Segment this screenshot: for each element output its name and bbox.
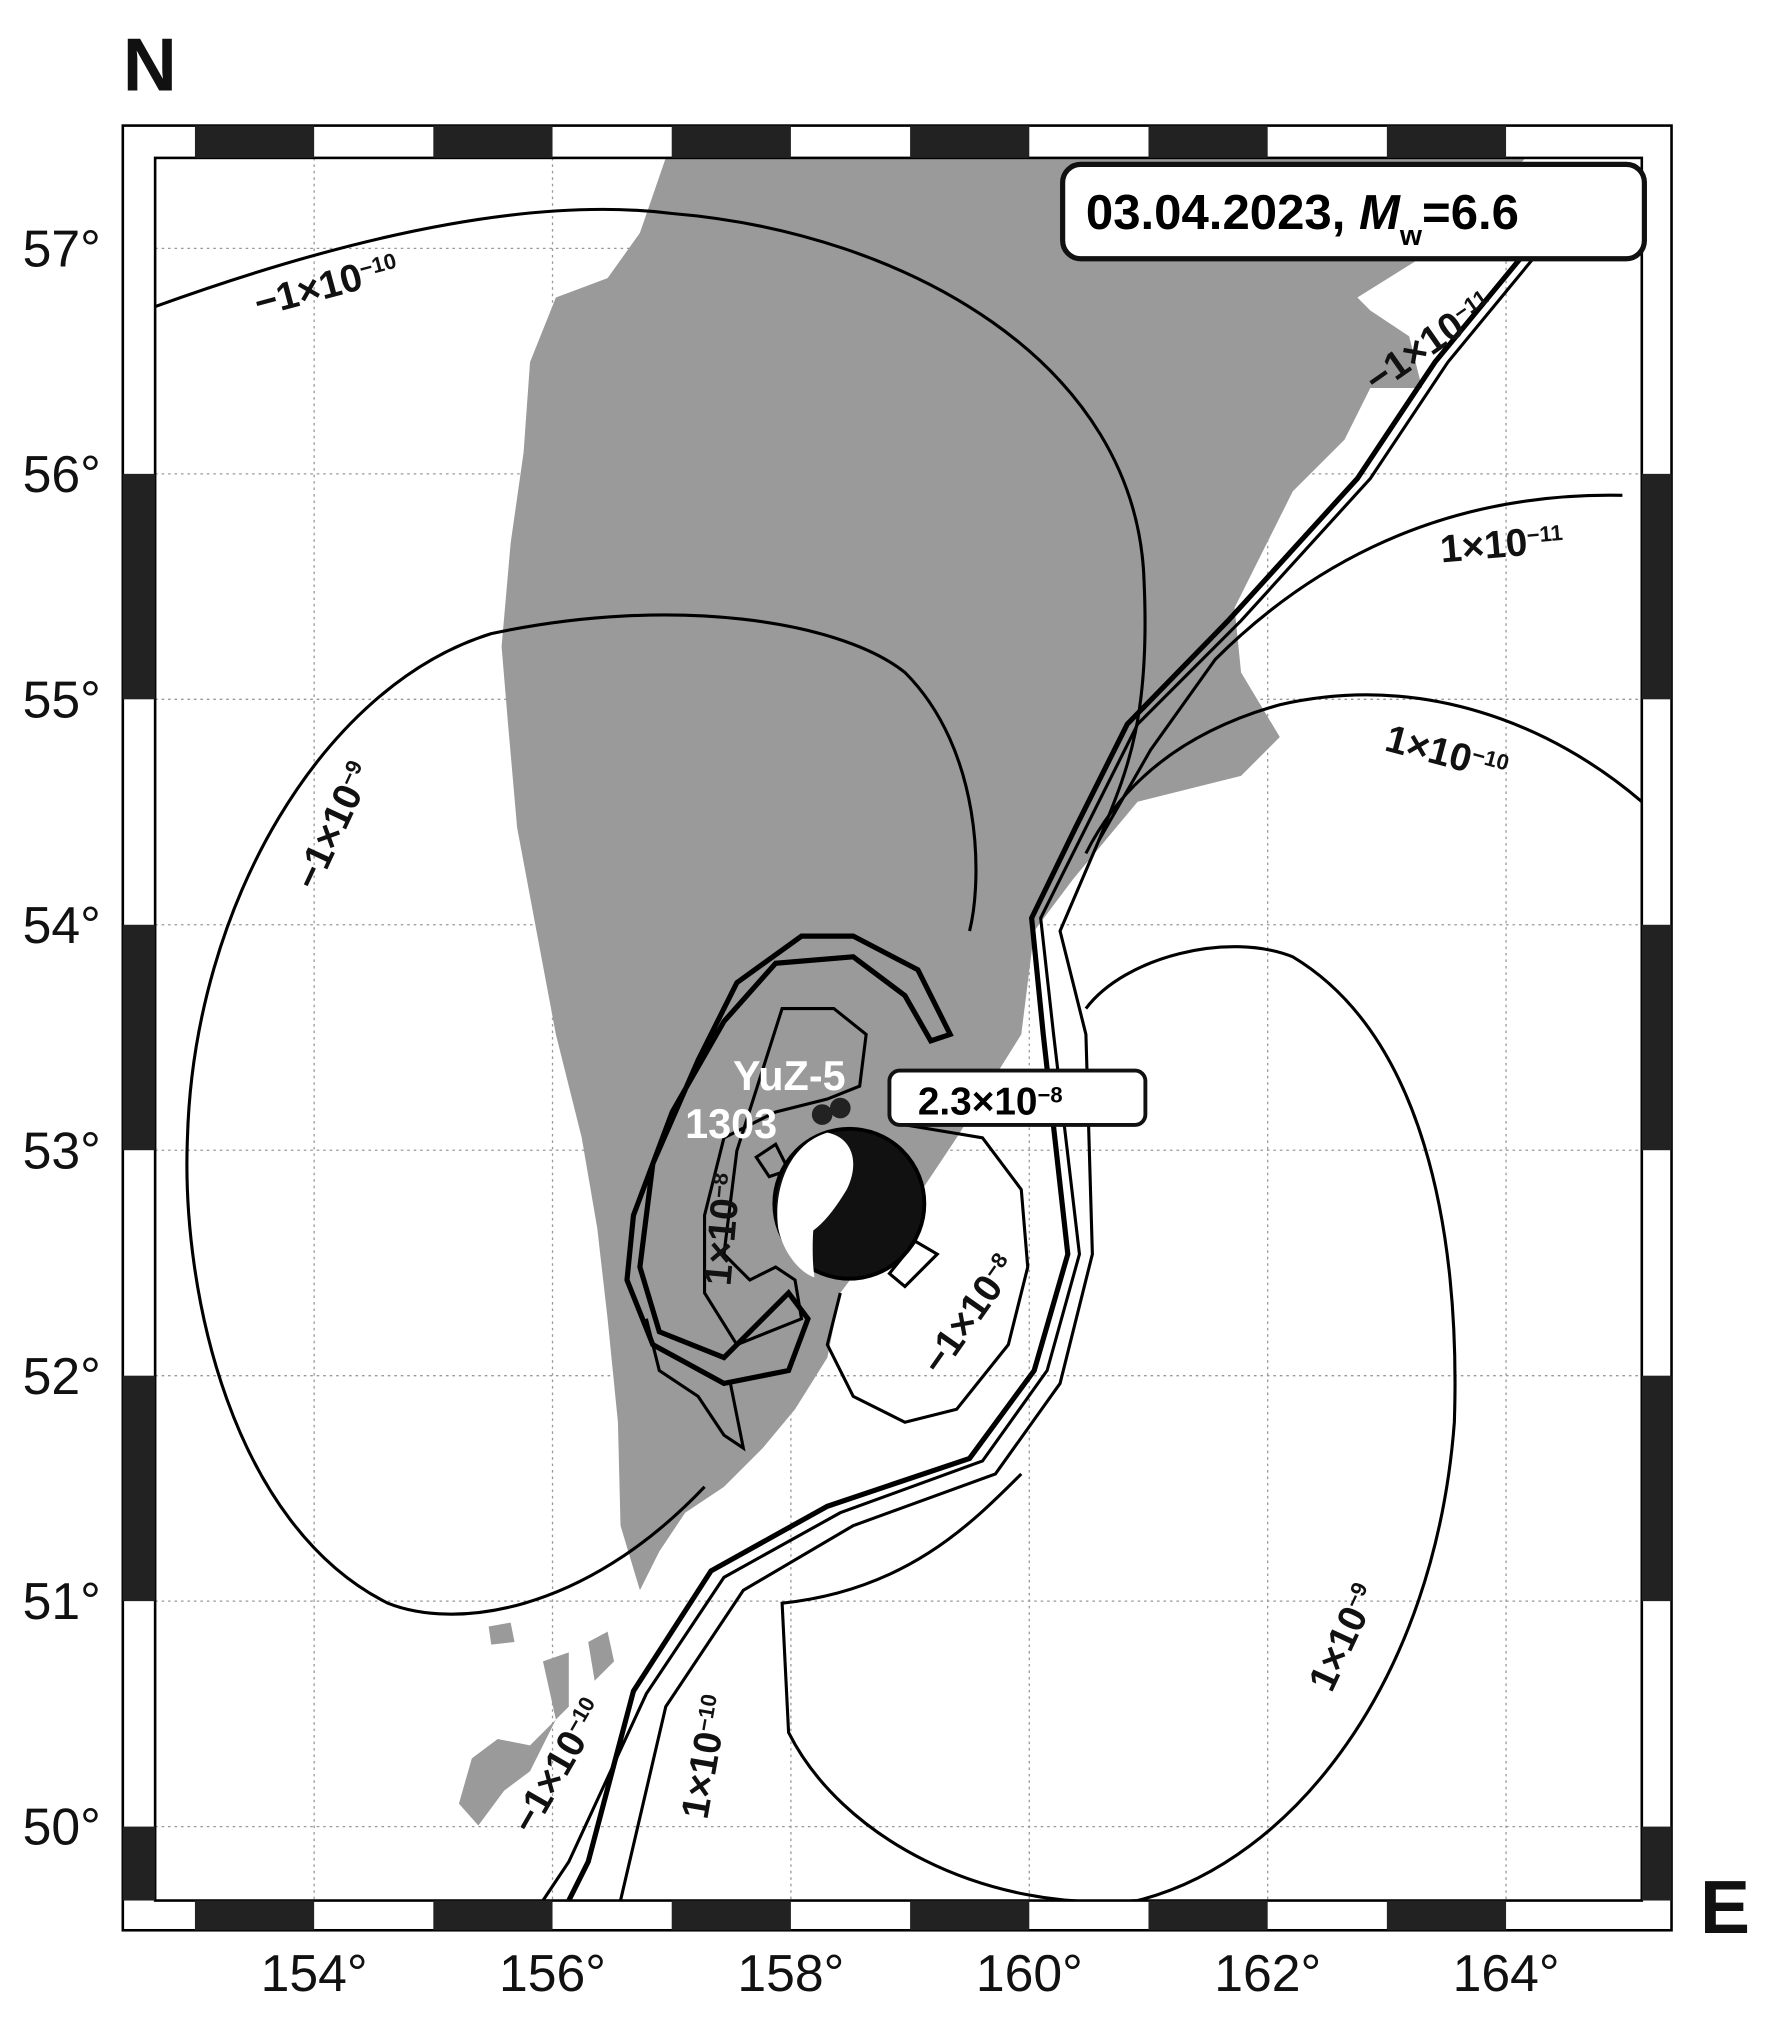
- contour-label: −1×10−9: [286, 755, 382, 896]
- frame-segment: [1148, 1900, 1268, 1931]
- station-value: 2.3×10−8: [918, 1081, 1063, 1124]
- contour-exponent: −10: [356, 247, 398, 281]
- contour-label: −1×10−10: [250, 246, 403, 326]
- latitude-label: 52°: [23, 1347, 101, 1405]
- event-title: 03.04.2023, Mw=6.6: [1086, 186, 1519, 252]
- map-body: [155, 157, 1642, 1901]
- contour: [644, 1318, 746, 1452]
- longitude-label: 158°: [737, 1944, 844, 2002]
- station-marker: [811, 1104, 833, 1125]
- latitude-label: 57°: [23, 219, 101, 277]
- contour: [566, 250, 1528, 1901]
- island: [458, 1622, 615, 1826]
- longitude-label: 154°: [261, 1944, 368, 2002]
- contour-label: 1×10−8: [697, 1172, 750, 1288]
- contour-label: 1×10−9: [1301, 1577, 1387, 1697]
- longitude-label: 156°: [499, 1944, 606, 2002]
- value-exponent: −8: [1038, 1082, 1063, 1107]
- value-mantissa: 2.3×10: [918, 1081, 1038, 1124]
- contour-mantissa: 1×10: [1381, 717, 1476, 781]
- land: [501, 157, 1526, 1591]
- east-label: E: [1700, 1865, 1750, 1949]
- contour-mantissa: 1×10: [674, 1728, 732, 1821]
- frame-segment: [194, 1900, 315, 1931]
- magnitude-subscript: w: [1399, 220, 1423, 252]
- contour-mantissa: 1×10: [697, 1197, 747, 1288]
- frame-segment: [1386, 1900, 1507, 1931]
- frame-segment: [1148, 125, 1268, 158]
- frame-segment: [122, 924, 156, 1151]
- frame-checker: [122, 125, 1672, 1931]
- longitude-label: 160°: [976, 1944, 1083, 2002]
- frame-segment: [122, 473, 156, 700]
- frame-segment: [122, 1375, 156, 1602]
- frame-segment: [1641, 1826, 1672, 1901]
- frame-segment: [910, 1900, 1030, 1931]
- contour: [541, 251, 1540, 1901]
- station-label: YuZ-5: [733, 1053, 846, 1099]
- frame-segment: [671, 125, 791, 158]
- focal-mechanism: [772, 1126, 927, 1281]
- contour-label: 1×10−10: [1381, 717, 1512, 791]
- contour: [825, 1123, 1030, 1424]
- frame-segment: [1386, 125, 1507, 158]
- north-label: N: [123, 23, 177, 107]
- magnitude-value: =6.6: [1422, 186, 1519, 240]
- contour: [155, 207, 1147, 842]
- event-box: [1060, 161, 1647, 262]
- latitude-label: 51°: [23, 1572, 101, 1630]
- latitude-label: 54°: [23, 896, 101, 954]
- frame-segment: [1641, 473, 1672, 700]
- contour-label: 1×10−10: [674, 1692, 738, 1822]
- frame-segment: [433, 1900, 553, 1931]
- station-marker: [829, 1097, 851, 1119]
- contour: [185, 613, 978, 1616]
- contour-label: −1×10−8: [913, 1247, 1026, 1382]
- longitude-label: 164°: [1453, 1944, 1560, 2002]
- contour-mantissa: −1×10: [913, 1267, 1011, 1382]
- frame-segment: [433, 125, 553, 158]
- contour-exponent: −8: [706, 1172, 733, 1199]
- contour-mantissa: −1×10: [286, 778, 371, 896]
- frame-segment: [910, 125, 1030, 158]
- event-date: 03.04.2023,: [1086, 186, 1345, 240]
- contour-label: 1×10−11: [1438, 518, 1565, 572]
- contour-mantissa: 1×10: [1438, 521, 1529, 571]
- contour-mantissa: 1×10: [1301, 1600, 1377, 1697]
- station-label: 1303: [685, 1101, 777, 1147]
- contour-exponent: −11: [1526, 519, 1564, 547]
- frame-segment: [1641, 1375, 1672, 1602]
- contour-exponent: −10: [690, 1692, 721, 1733]
- latitude-label: 50°: [23, 1798, 101, 1856]
- latitude-label: 53°: [23, 1121, 101, 1179]
- station-value-box: [887, 1068, 1148, 1127]
- contour: [1084, 693, 1642, 855]
- frame-segment: [194, 125, 315, 158]
- longitude-label: 162°: [1214, 1944, 1321, 2002]
- latitude-label: 55°: [23, 670, 101, 728]
- frame-segment: [122, 1826, 156, 1901]
- contour: [702, 1006, 868, 1347]
- frame-segment: [671, 1900, 791, 1931]
- latitude-label: 56°: [23, 445, 101, 503]
- contour: [624, 933, 954, 1387]
- contour: [619, 493, 1623, 1901]
- contour: [780, 945, 1457, 1901]
- contour-mantissa: −1×10: [503, 1724, 595, 1841]
- frame-segment: [1641, 924, 1672, 1151]
- contour-mantissa: −1×10: [250, 256, 367, 326]
- magnitude-symbol: M: [1359, 186, 1401, 240]
